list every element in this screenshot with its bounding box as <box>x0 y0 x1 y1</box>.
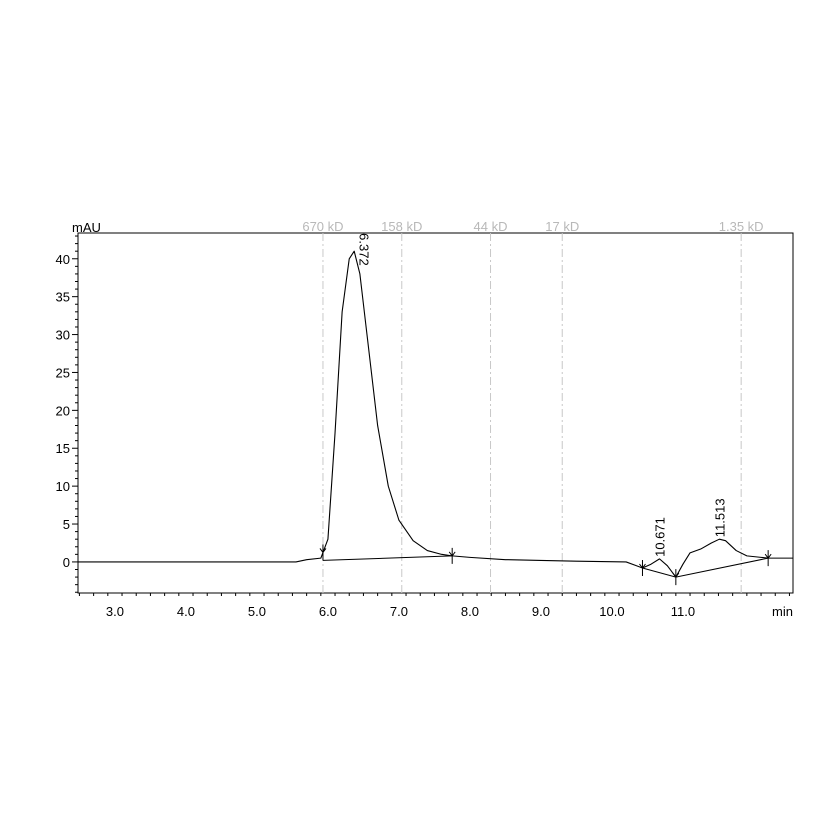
x-tick-label: 10.0 <box>599 604 624 619</box>
marker-label: 670 kD <box>302 219 343 234</box>
peak-label: 10.671 <box>653 517 668 557</box>
x-tick-label: 8.0 <box>461 604 479 619</box>
y-tick-label: 0 <box>63 555 70 570</box>
marker-label: 158 kD <box>381 219 422 234</box>
plot-area <box>77 232 794 594</box>
signal-trace <box>78 250 793 578</box>
y-tick-label: 30 <box>56 328 70 343</box>
y-axis-label: mAU <box>72 220 101 235</box>
marker-label: 1.35 kD <box>719 219 764 234</box>
y-tick-label: 25 <box>56 365 70 380</box>
peak-label: 6.372 <box>356 233 371 266</box>
y-tick-label: 40 <box>56 252 70 267</box>
x-tick-label: 3.0 <box>106 604 124 619</box>
x-tick-label: 11.0 <box>671 604 695 619</box>
integration-baseline <box>322 555 453 561</box>
peak-label: 11.513 <box>712 498 727 537</box>
x-tick-label: 4.0 <box>177 604 195 619</box>
x-axis-label: min <box>772 604 793 619</box>
x-tick-label: 9.0 <box>532 604 550 619</box>
marker-label: 17 kD <box>545 219 579 234</box>
y-tick-label: 35 <box>56 290 70 305</box>
x-tick-label: 6.0 <box>319 604 337 619</box>
x-tick-label: 5.0 <box>248 604 266 619</box>
y-tick-label: 15 <box>56 441 70 456</box>
y-tick-label: 20 <box>56 403 70 418</box>
y-tick-label: 10 <box>56 479 70 494</box>
marker-label: 44 kD <box>474 219 508 234</box>
x-tick-label: 7.0 <box>390 604 408 619</box>
y-tick-label: 5 <box>63 517 70 532</box>
